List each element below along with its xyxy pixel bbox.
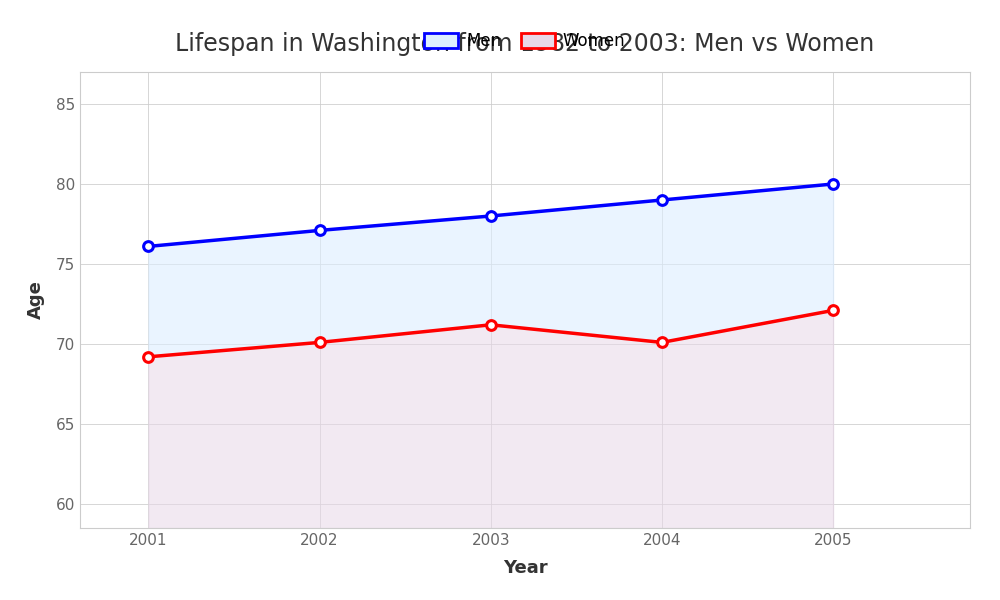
X-axis label: Year: Year: [503, 559, 547, 577]
Y-axis label: Age: Age: [27, 281, 45, 319]
Title: Lifespan in Washington from 1982 to 2003: Men vs Women: Lifespan in Washington from 1982 to 2003…: [175, 32, 875, 56]
Legend: Men, Women: Men, Women: [418, 26, 632, 57]
